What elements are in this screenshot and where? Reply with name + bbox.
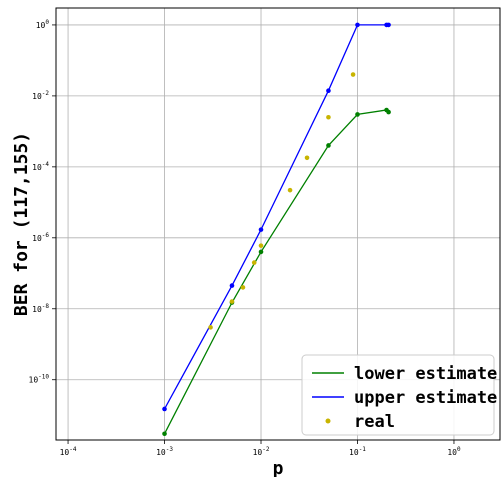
lower-estimate-point [386, 109, 391, 115]
upper-estimate-point [162, 406, 167, 412]
lower-estimate-point [355, 112, 360, 117]
real-point [258, 243, 264, 248]
y-tick-label: 10-8 [32, 303, 49, 314]
x-tick-label: 10-2 [253, 446, 270, 457]
legend-box [301, 354, 495, 436]
legend-upper-estimate-label: upper estimate [354, 388, 497, 408]
upper-estimate-point [386, 22, 391, 28]
y-axis-label: BER for (117,155) [11, 132, 32, 316]
legend-real-swatch [325, 418, 331, 424]
lower-estimate-point [326, 143, 331, 148]
upper-estimate-point [355, 22, 360, 28]
plot-series [162, 22, 391, 437]
real-point [287, 187, 293, 193]
upper-estimate-point [258, 227, 264, 232]
y-tick-label: 10-4 [32, 161, 49, 172]
lower-estimate-point [258, 249, 264, 255]
grid [56, 8, 500, 440]
lower-estimate-point [162, 431, 167, 437]
x-tick-label: 10-4 [60, 446, 77, 457]
upper-estimate-point [229, 283, 235, 288]
real-point [350, 72, 356, 77]
axis-ticks: 10-4 10-3 10-2 10-1 100 10-10 10-8 10-6 10-4 10-2… [29, 19, 461, 457]
real-point [304, 155, 310, 161]
x-tick-label: 100 [447, 446, 461, 457]
upper-estimate-point [326, 88, 331, 94]
y-tick-label: 10-10 [29, 374, 50, 385]
legend-lower-estimate-label: lower estimate [354, 364, 497, 384]
real-point [229, 299, 235, 304]
x-axis-label: p [273, 458, 284, 477]
x-tick-label: 10-1 [349, 446, 366, 457]
real-point [240, 285, 246, 290]
plot-frame [55, 7, 501, 441]
legend-real-label: real [354, 412, 395, 432]
legend: lower estimate upper estimate real [301, 354, 497, 436]
y-tick-label: 10-6 [32, 232, 49, 243]
y-tick-label: 100 [36, 19, 50, 30]
x-tick-label: 10-3 [156, 446, 173, 457]
real-point [326, 114, 331, 120]
upper-estimate-line [163, 24, 389, 410]
real-point [208, 325, 213, 330]
real-point [251, 260, 257, 265]
y-tick-label: 10-2 [32, 90, 49, 101]
